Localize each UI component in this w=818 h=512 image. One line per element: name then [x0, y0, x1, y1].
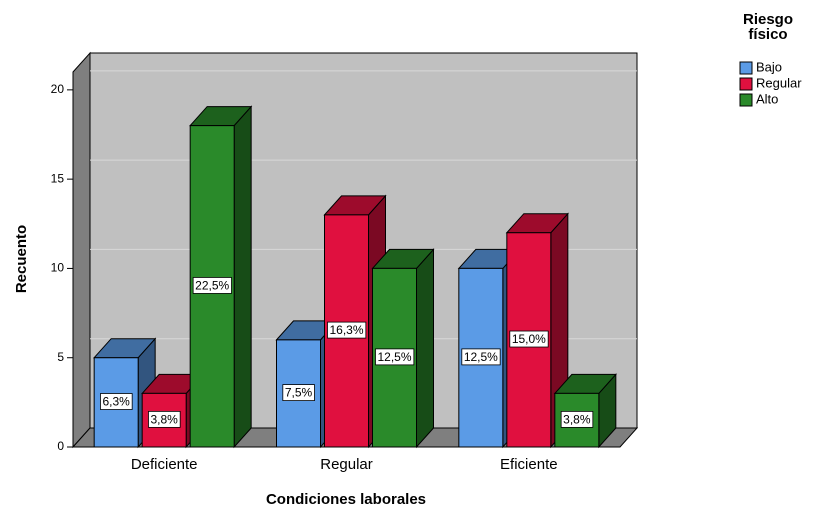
y-tick-label: 20	[51, 82, 65, 96]
legend-swatch	[739, 77, 753, 91]
left-wall	[72, 51, 91, 449]
y-tick-label: 15	[51, 171, 65, 185]
y-tick-label: 0	[57, 439, 64, 453]
data-label: 12,5%	[377, 350, 411, 364]
x-tick-label: Deficiente	[131, 456, 198, 473]
legend-title: Riesgo físico	[742, 11, 793, 43]
y-axis-label: Recuento	[13, 225, 30, 293]
legend-label: Regular	[756, 75, 802, 90]
x-tick-label: Eficiente	[500, 456, 558, 473]
data-label-box	[327, 321, 367, 339]
bar-side	[416, 248, 434, 449]
x-axis-label: Condiciones laborales	[266, 491, 426, 508]
y-tick-label: 10	[51, 261, 65, 275]
data-label-box	[375, 348, 415, 366]
legend-label: Bajo	[756, 59, 782, 74]
data-label-box	[461, 348, 501, 366]
data-label-box	[282, 384, 315, 402]
legend-swatch	[739, 61, 753, 75]
data-label: 6,3%	[102, 395, 130, 409]
bar-side	[233, 105, 252, 449]
bar	[189, 105, 253, 449]
data-label: 12,5%	[464, 350, 498, 364]
data-label: 7,5%	[285, 386, 313, 400]
data-label-box	[560, 410, 594, 428]
bar	[553, 373, 617, 449]
data-label: 16,3%	[329, 323, 363, 337]
legend-swatch	[739, 93, 753, 107]
data-label-box	[192, 277, 232, 294]
x-tick-label: Regular	[320, 456, 373, 473]
legend-label: Alto	[756, 91, 778, 106]
data-label: 22,5%	[195, 278, 229, 292]
data-label: 3,8%	[563, 412, 591, 426]
data-label: 15,0%	[512, 332, 546, 346]
data-label: 3,8%	[150, 412, 178, 426]
data-label-box	[509, 330, 549, 348]
bar	[371, 248, 435, 449]
y-tick-label: 5	[57, 350, 64, 364]
data-label-box	[148, 410, 181, 428]
data-label-box	[100, 393, 133, 410]
